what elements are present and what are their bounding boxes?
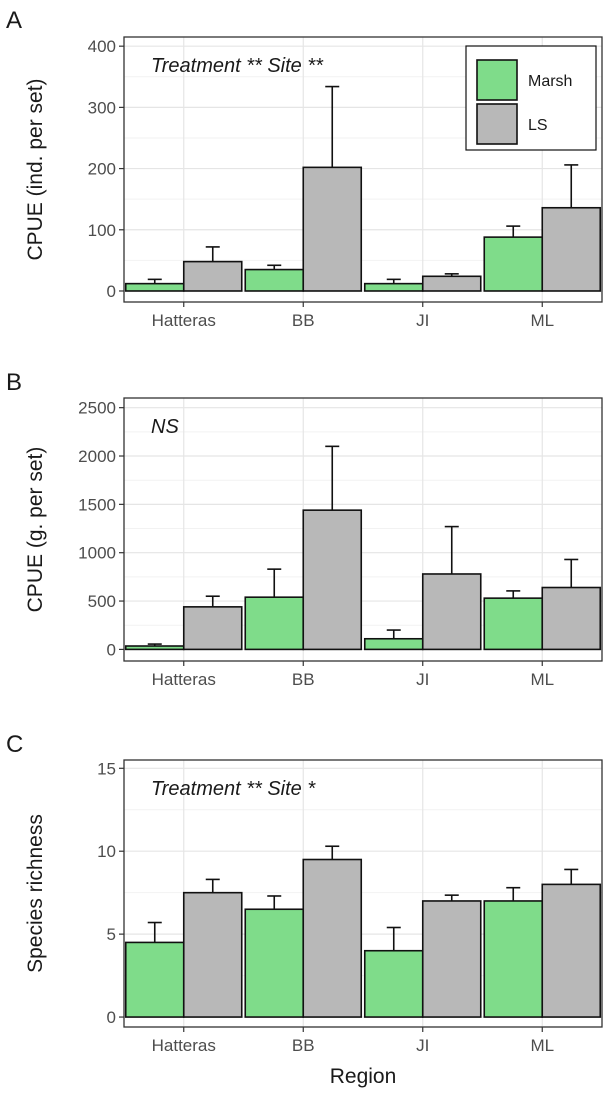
bar-marsh <box>244 908 305 1018</box>
legend-key-ls <box>476 103 518 145</box>
bar-ls <box>302 166 363 292</box>
y-tick-label: 200 <box>88 160 116 179</box>
panel-label: C <box>6 731 23 758</box>
x-tick-label: Hatteras <box>152 1036 216 1055</box>
y-tick-label: 2500 <box>78 399 116 418</box>
y-tick-label: 300 <box>88 98 116 117</box>
legend-key-marsh <box>476 59 518 101</box>
bar-ls <box>541 586 602 651</box>
bar-ls <box>541 883 602 1018</box>
x-tick-label: ML <box>530 670 554 689</box>
plot-border <box>123 397 603 662</box>
annotation: Treatment ** Site * <box>151 778 316 800</box>
y-tick-label: 1000 <box>78 544 116 563</box>
y-tick-label: 10 <box>97 842 116 861</box>
bar-marsh <box>124 941 185 1018</box>
bar-ls <box>421 275 482 292</box>
x-tick-label: JI <box>416 311 429 330</box>
bar-ls <box>302 858 363 1018</box>
annotation: NS <box>151 416 179 438</box>
bar-ls <box>302 509 363 651</box>
bar-marsh <box>124 645 185 651</box>
bar-ls <box>182 606 243 651</box>
plot-border <box>123 759 603 1028</box>
y-tick-label: 0 <box>107 1008 116 1027</box>
bar-marsh <box>483 900 544 1018</box>
x-tick-label: JI <box>416 1036 429 1055</box>
panel-label: A <box>6 7 22 34</box>
bar-marsh <box>363 282 424 292</box>
legend: Marsh LS <box>465 45 597 151</box>
bar-ls <box>182 891 243 1018</box>
y-axis-label: CPUE (g. per set) <box>24 447 47 613</box>
x-tick-label: Hatteras <box>152 311 216 330</box>
panel-c: 0 5 10 15 Hatteras BB JI ML Species richness C Tre… <box>6 731 603 1088</box>
bar-marsh <box>483 236 544 292</box>
x-tick-label: Hatteras <box>152 670 216 689</box>
panel-a: 0 100 200 300 400 Hatteras BB JI ML CPUE (ind. pe… <box>6 7 603 330</box>
plot-border <box>123 36 603 303</box>
annotation: Treatment ** Site ** <box>151 55 324 77</box>
y-tick-label: 2000 <box>78 447 116 466</box>
bar-ls <box>421 900 482 1018</box>
y-tick-label: 15 <box>97 759 116 778</box>
bar-ls <box>182 260 243 292</box>
x-tick-label: BB <box>292 670 315 689</box>
y-tick-label: 100 <box>88 221 116 240</box>
bar-marsh <box>124 282 185 292</box>
legend-label: Marsh <box>528 73 572 90</box>
legend-label: LS <box>528 117 548 134</box>
y-axis-label: Species richness <box>24 814 47 973</box>
x-tick-label: BB <box>292 311 315 330</box>
x-axis-label: Region <box>330 1065 397 1088</box>
y-tick-label: 0 <box>107 282 116 301</box>
x-tick-label: ML <box>530 1036 554 1055</box>
y-tick-label: 1500 <box>78 495 116 514</box>
bar-marsh <box>244 596 305 651</box>
y-tick-label: 5 <box>107 925 116 944</box>
y-tick-label: 500 <box>88 592 116 611</box>
y-tick-label: 0 <box>107 640 116 659</box>
y-axis-label: CPUE (ind. per set) <box>24 78 47 260</box>
bar-marsh <box>363 637 424 651</box>
x-tick-label: BB <box>292 1036 315 1055</box>
bar-ls <box>421 573 482 651</box>
bar-marsh <box>244 268 305 292</box>
panel-label: B <box>6 369 22 396</box>
bar-marsh <box>483 597 544 651</box>
bar-marsh <box>363 949 424 1018</box>
y-tick-label: 400 <box>88 37 116 56</box>
x-tick-label: ML <box>530 311 554 330</box>
x-tick-label: JI <box>416 670 429 689</box>
panel-b: 0 500 1000 1500 2000 2500 Hatteras BB JI ML CPUE (… <box>6 369 603 689</box>
bar-ls <box>541 206 602 292</box>
